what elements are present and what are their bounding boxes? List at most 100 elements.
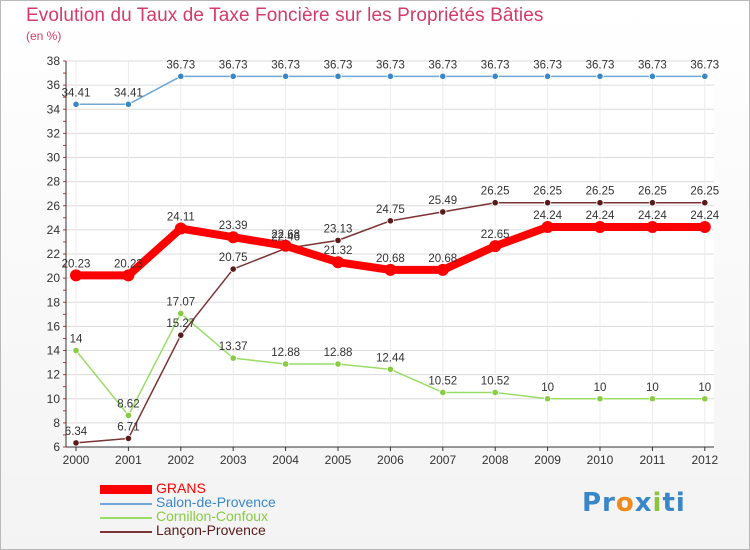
logo-letters: o bbox=[615, 488, 635, 518]
data-label-Cornillon-Confoux-2011: 10 bbox=[646, 382, 659, 394]
data-label-Lançon-Provence-2010: 26.25 bbox=[586, 186, 615, 198]
data-point-Salon-de-Provence-2011 bbox=[648, 72, 657, 80]
data-point-Cornillon-Confoux-2009 bbox=[543, 395, 552, 403]
legend-swatch bbox=[100, 517, 152, 519]
logo-letters: Pr bbox=[582, 488, 616, 518]
data-point-GRANS-2000 bbox=[70, 269, 82, 282]
data-label-GRANS-2010: 24.24 bbox=[586, 210, 615, 222]
y-tick-label-38: 38 bbox=[47, 54, 61, 68]
data-point-Salon-de-Provence-2012 bbox=[701, 72, 709, 80]
data-label-Cornillon-Confoux-2003: 13.37 bbox=[219, 341, 248, 353]
data-label-Salon-de-Provence-2000: 34.41 bbox=[62, 87, 91, 99]
data-point-Salon-de-Provence-2005 bbox=[334, 72, 342, 80]
data-label-Lançon-Provence-2006: 24.75 bbox=[376, 204, 405, 216]
data-point-Salon-de-Provence-2001 bbox=[124, 100, 132, 108]
data-point-GRANS-2007 bbox=[436, 263, 449, 276]
y-tick-label-6: 6 bbox=[53, 440, 60, 454]
y-tick-label-8: 8 bbox=[53, 416, 60, 430]
legend-item-Lançon-Provence: Lançon-Provence bbox=[100, 522, 360, 538]
data-point-Cornillon-Confoux-2006 bbox=[386, 365, 394, 373]
data-label-GRANS-2002: 24.11 bbox=[167, 212, 195, 224]
x-tick-label-2009: 2009 bbox=[534, 453, 561, 467]
data-point-GRANS-2011 bbox=[646, 220, 659, 233]
data-label-GRANS-2008: 22.65 bbox=[481, 229, 510, 241]
y-tick-label-24: 24 bbox=[47, 223, 61, 237]
data-label-Lançon-Provence-2000: 6.34 bbox=[65, 426, 88, 438]
y-tick-label-34: 34 bbox=[47, 102, 61, 116]
data-label-Salon-de-Provence-2001: 34.41 bbox=[114, 87, 143, 99]
legend-label: Cornillon-Confoux bbox=[156, 508, 269, 524]
data-point-Cornillon-Confoux-2012 bbox=[701, 395, 709, 403]
data-point-Salon-de-Provence-2006 bbox=[386, 72, 394, 80]
y-tick-label-20: 20 bbox=[47, 271, 61, 285]
data-label-Lançon-Provence-2005: 23.13 bbox=[324, 223, 353, 235]
x-tick-label-2002: 2002 bbox=[167, 453, 194, 467]
data-label-GRANS-2005: 21.32 bbox=[324, 245, 353, 257]
x-tick-label-2007: 2007 bbox=[429, 453, 456, 467]
y-tick-label-36: 36 bbox=[47, 78, 61, 92]
data-label-GRANS-2000: 20.23 bbox=[62, 258, 91, 270]
x-tick-label-2008: 2008 bbox=[482, 453, 509, 467]
data-point-Cornillon-Confoux-2011 bbox=[648, 395, 657, 403]
data-point-Cornillon-Confoux-2010 bbox=[596, 395, 604, 403]
data-label-Cornillon-Confoux-2002: 17.07 bbox=[166, 296, 195, 308]
x-tick-label-2010: 2010 bbox=[587, 453, 614, 467]
data-label-Salon-de-Provence-2008: 36.73 bbox=[481, 59, 510, 71]
data-point-Cornillon-Confoux-2007 bbox=[439, 388, 447, 397]
data-label-GRANS-2009: 24.24 bbox=[533, 210, 562, 222]
data-point-GRANS-2005 bbox=[332, 256, 344, 269]
data-point-Cornillon-Confoux-2002 bbox=[177, 309, 185, 318]
data-point-Lançon-Provence-2010 bbox=[596, 199, 604, 207]
data-label-GRANS-2011: 24.24 bbox=[638, 210, 667, 222]
data-label-Lançon-Provence-2003: 20.75 bbox=[219, 252, 248, 264]
data-label-Cornillon-Confoux-2004: 12.88 bbox=[271, 347, 300, 359]
data-label-Cornillon-Confoux-2006: 12.44 bbox=[376, 352, 405, 364]
data-label-Salon-de-Provence-2004: 36.73 bbox=[271, 59, 300, 71]
data-label-Salon-de-Provence-2009: 36.73 bbox=[533, 59, 562, 71]
data-label-GRANS-2007: 20.68 bbox=[428, 253, 457, 265]
legend-swatch bbox=[100, 503, 152, 505]
data-point-GRANS-2003 bbox=[227, 231, 240, 244]
data-label-Lançon-Provence-2002: 15.27 bbox=[166, 318, 195, 330]
data-label-Lançon-Provence-2012: 26.25 bbox=[690, 186, 719, 198]
data-label-Cornillon-Confoux-2008: 10.52 bbox=[481, 375, 510, 387]
data-label-Salon-de-Provence-2007: 36.73 bbox=[428, 59, 457, 71]
data-label-Lançon-Provence-2009: 26.25 bbox=[533, 186, 562, 198]
data-point-Cornillon-Confoux-2008 bbox=[491, 388, 499, 397]
data-point-GRANS-2006 bbox=[384, 263, 397, 276]
y-axis-unit: (en %) bbox=[26, 29, 62, 43]
data-label-Cornillon-Confoux-2005: 12.88 bbox=[324, 347, 353, 359]
data-point-Salon-de-Provence-2009 bbox=[543, 72, 552, 80]
x-tick-label-2005: 2005 bbox=[325, 453, 352, 467]
data-point-Lançon-Provence-2000 bbox=[72, 439, 80, 447]
data-point-Salon-de-Provence-2004 bbox=[281, 72, 290, 80]
legend-item-GRANS: GRANS bbox=[100, 480, 360, 496]
data-label-GRANS-2003: 23.39 bbox=[219, 220, 248, 232]
x-tick-label-2012: 2012 bbox=[691, 453, 718, 467]
data-point-GRANS-2009 bbox=[541, 220, 554, 233]
data-label-Cornillon-Confoux-2010: 10 bbox=[594, 382, 607, 394]
y-tick-label-32: 32 bbox=[47, 126, 61, 140]
y-tick-label-28: 28 bbox=[47, 175, 61, 189]
data-point-GRANS-2012 bbox=[698, 220, 711, 233]
data-point-Cornillon-Confoux-2005 bbox=[334, 360, 342, 368]
data-label-GRANS-2004: 22.68 bbox=[271, 229, 300, 241]
data-label-GRANS-2001: 20.23 bbox=[114, 258, 143, 270]
data-label-Lançon-Provence-2004: 22.46 bbox=[271, 231, 300, 243]
legend-swatch bbox=[100, 531, 152, 533]
data-point-Salon-de-Provence-2000 bbox=[72, 100, 80, 108]
data-point-Lançon-Provence-2002 bbox=[177, 331, 185, 339]
data-point-GRANS-2004 bbox=[279, 239, 292, 252]
data-label-Lançon-Provence-2011: 26.25 bbox=[638, 186, 667, 198]
y-tick-label-14: 14 bbox=[47, 344, 61, 358]
proxiti-logo: Proxiti bbox=[582, 488, 686, 518]
x-tick-label-2011: 2011 bbox=[639, 453, 665, 467]
data-label-GRANS-2006: 20.68 bbox=[376, 253, 405, 265]
data-label-Lançon-Provence-2007: 25.49 bbox=[428, 195, 457, 207]
data-point-Lançon-Provence-2003 bbox=[229, 265, 237, 273]
y-tick-label-10: 10 bbox=[47, 392, 61, 406]
data-label-Lançon-Provence-2001: 6.71 bbox=[117, 421, 139, 433]
data-point-Lançon-Provence-2011 bbox=[648, 199, 657, 207]
data-point-Lançon-Provence-2001 bbox=[124, 434, 132, 443]
